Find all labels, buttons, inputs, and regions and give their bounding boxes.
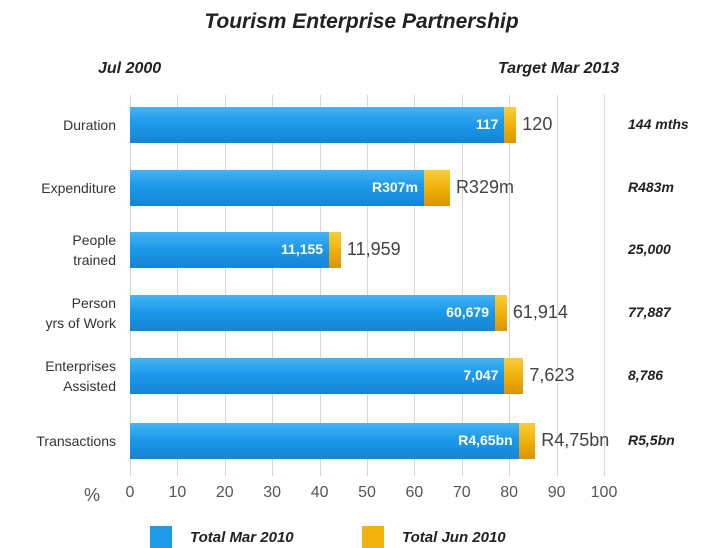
grid-line [224, 95, 226, 476]
bar-segment [130, 295, 495, 331]
x-tick-label: 10 [168, 484, 187, 501]
x-tick-label: 40 [310, 484, 329, 501]
grid-line [367, 95, 368, 476]
bar-segment [130, 107, 505, 143]
grid-line [319, 95, 321, 476]
legend-swatch [150, 526, 172, 548]
bar-segment [130, 358, 505, 394]
legend-label: Total Mar 2010 [190, 529, 294, 546]
bar-end-label: 7,623 [529, 365, 575, 385]
target-label: R483m [628, 179, 674, 195]
category-label: People trained [72, 232, 116, 268]
x-tick-label: 0 [125, 484, 135, 501]
grid-line [177, 95, 179, 476]
x-tick-label: 90 [547, 484, 566, 501]
grid-line [604, 95, 605, 476]
x-tick-label: 50 [358, 484, 376, 501]
target-label: 144 mths [628, 116, 689, 132]
target-label: 8,786 [628, 367, 664, 383]
x-tick-label: 80 [500, 484, 519, 501]
bar-inner-label: R307m [371, 179, 418, 195]
grid-line [272, 95, 274, 476]
x-tick-label: 100 [590, 484, 618, 501]
chart-title: Tourism Enterprise Partnership [204, 10, 519, 33]
grid-line [509, 95, 511, 476]
grid-line [461, 95, 463, 476]
bar-inner-label: 7,047 [463, 367, 499, 383]
bar-end-label: 11,959 [346, 239, 401, 259]
category-label: Duration [63, 117, 116, 133]
bar-end-label: R329m [455, 177, 514, 197]
bar-segment [130, 170, 424, 206]
x-tick-label: 70 [452, 484, 471, 501]
bar-segment [494, 295, 507, 331]
x-tick-label: 30 [263, 484, 282, 501]
bar-inner-label: R4,65bn [458, 432, 513, 448]
target-label: R5,5bn [628, 432, 675, 448]
category-label: Enterprises Assisted [45, 358, 116, 394]
grid-line [556, 95, 558, 476]
right-header: Target Mar 2013 [498, 60, 620, 77]
bar-segment [423, 170, 450, 206]
bar-segment [130, 423, 519, 459]
bar-end-label: 120 [522, 114, 553, 134]
bar-segment [504, 358, 524, 394]
category-label: Person yrs of Work [45, 295, 116, 331]
target-label: 77,887 [628, 304, 671, 320]
bar-segment [130, 232, 330, 268]
legend-label: Total Jun 2010 [402, 529, 506, 546]
bar-end-label: 61,914 [512, 302, 568, 322]
grid-line [414, 95, 416, 476]
legend-swatch [362, 526, 384, 548]
category-label: Transactions [36, 433, 116, 449]
x-tick-label: 60 [405, 484, 424, 501]
left-header: Jul 2000 [98, 60, 162, 77]
target-label: 25,000 [628, 241, 671, 257]
bar-segment [518, 423, 536, 459]
grid-line [130, 95, 131, 476]
bar-segment [329, 232, 341, 268]
category-label: Expenditure [41, 180, 116, 196]
x-tick-label: 20 [215, 484, 234, 501]
x-axis-label: % [84, 485, 101, 505]
bar-end-label: R4,75bn [541, 430, 610, 450]
bar-inner-label: 11,155 [281, 241, 324, 257]
bar-segment [504, 107, 517, 143]
bar-inner-label: 117 [475, 116, 499, 132]
bar-inner-label: 60,679 [446, 304, 489, 320]
